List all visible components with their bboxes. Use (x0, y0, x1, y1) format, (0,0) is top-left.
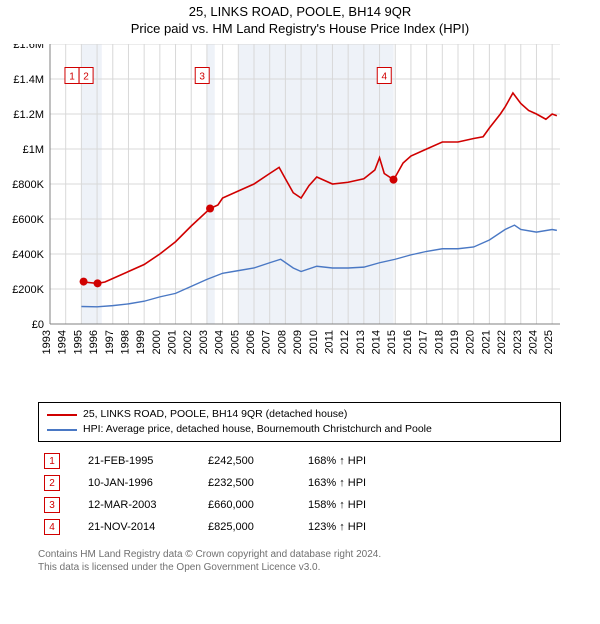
svg-text:1996: 1996 (88, 330, 100, 354)
chart-area: £0 £200K £400K £600K £800K £1M £1.2M £1.4M £1.6M… (0, 44, 600, 354)
legend-label: 25, LINKS ROAD, POOLE, BH14 9QR (detache… (83, 407, 347, 422)
svg-text:2010: 2010 (308, 330, 320, 354)
svg-text:£1.6M: £1.6M (13, 44, 44, 51)
legend-label: HPI: Average price, detached house, Bour… (83, 422, 432, 437)
chart-title: 25, LINKS ROAD, POOLE, BH14 9QR (0, 4, 600, 19)
svg-text:4: 4 (381, 72, 387, 83)
svg-text:£800K: £800K (12, 179, 44, 191)
legend-swatch (47, 414, 77, 416)
svg-text:1995: 1995 (72, 330, 84, 354)
sale-price: £232,500 (208, 477, 308, 489)
sale-hpi: 158% ↑ HPI (308, 499, 418, 511)
svg-text:£1.2M: £1.2M (13, 109, 44, 121)
sale-row: 3 12-MAR-2003£660,000158% ↑ HPI (44, 494, 418, 516)
sale-marker: 1 (44, 453, 60, 469)
svg-text:2014: 2014 (371, 330, 383, 354)
svg-text:2008: 2008 (276, 330, 288, 354)
svg-text:£0: £0 (32, 319, 44, 331)
svg-text:1999: 1999 (135, 330, 147, 354)
svg-text:2009: 2009 (292, 330, 304, 354)
sale-date: 21-FEB-1995 (88, 455, 208, 467)
attribution-footer: Contains HM Land Registry data © Crown c… (38, 548, 381, 574)
sale-hpi: 168% ↑ HPI (308, 455, 418, 467)
sales-table: 1 21-FEB-1995£242,500168% ↑ HPI 2 10-JAN-19… (44, 450, 418, 538)
svg-text:2002: 2002 (182, 330, 194, 354)
svg-text:2022: 2022 (496, 330, 508, 354)
legend-item: HPI: Average price, detached house, Bour… (47, 422, 552, 437)
svg-text:2007: 2007 (261, 330, 273, 354)
sale-date: 12-MAR-2003 (88, 499, 208, 511)
svg-text:£200K: £200K (12, 284, 44, 296)
svg-text:2017: 2017 (418, 330, 430, 354)
line-chart: £0 £200K £400K £600K £800K £1M £1.2M £1.4M £1.6M… (0, 44, 560, 354)
svg-text:2012: 2012 (339, 330, 351, 354)
sale-hpi: 123% ↑ HPI (308, 521, 418, 533)
svg-text:2018: 2018 (433, 330, 445, 354)
svg-text:2000: 2000 (151, 330, 163, 354)
svg-text:2003: 2003 (198, 330, 210, 354)
svg-text:£1.4M: £1.4M (13, 74, 44, 86)
svg-text:2004: 2004 (214, 330, 226, 354)
svg-text:1993: 1993 (41, 330, 53, 354)
sale-row: 4 21-NOV-2014£825,000123% ↑ HPI (44, 516, 418, 538)
footer-line-2: This data is licensed under the Open Gov… (38, 561, 381, 574)
svg-text:2024: 2024 (527, 330, 539, 354)
svg-text:2013: 2013 (355, 330, 367, 354)
svg-text:1994: 1994 (57, 330, 69, 354)
svg-text:£1M: £1M (23, 144, 44, 156)
svg-text:2015: 2015 (386, 330, 398, 354)
svg-text:2019: 2019 (449, 330, 461, 354)
svg-text:1997: 1997 (104, 330, 116, 354)
sale-date: 10-JAN-1996 (88, 477, 208, 489)
legend-item: 25, LINKS ROAD, POOLE, BH14 9QR (detache… (47, 407, 552, 422)
sale-marker: 2 (44, 475, 60, 491)
svg-text:2016: 2016 (402, 330, 414, 354)
sale-date: 21-NOV-2014 (88, 521, 208, 533)
sale-marker: 4 (44, 519, 60, 535)
sale-row: 1 21-FEB-1995£242,500168% ↑ HPI (44, 450, 418, 472)
svg-text:2006: 2006 (245, 330, 257, 354)
sale-price: £825,000 (208, 521, 308, 533)
legend: 25, LINKS ROAD, POOLE, BH14 9QR (detache… (38, 402, 561, 442)
chart-subtitle: Price paid vs. HM Land Registry's House … (0, 21, 600, 36)
svg-text:2021: 2021 (480, 330, 492, 354)
chart-container: 25, LINKS ROAD, POOLE, BH14 9QR Price pa… (0, 4, 600, 624)
svg-text:2: 2 (83, 72, 89, 83)
svg-text:2023: 2023 (512, 330, 524, 354)
svg-text:£400K: £400K (12, 249, 44, 261)
svg-text:£600K: £600K (12, 214, 44, 226)
svg-text:2005: 2005 (229, 330, 241, 354)
svg-text:2020: 2020 (465, 330, 477, 354)
sale-marker: 3 (44, 497, 60, 513)
legend-swatch (47, 429, 77, 431)
sale-row: 2 10-JAN-1996£232,500163% ↑ HPI (44, 472, 418, 494)
sale-price: £660,000 (208, 499, 308, 511)
sale-price: £242,500 (208, 455, 308, 467)
svg-text:3: 3 (199, 72, 205, 83)
svg-text:2001: 2001 (167, 330, 179, 354)
svg-text:1998: 1998 (119, 330, 131, 354)
sale-hpi: 163% ↑ HPI (308, 477, 418, 489)
svg-text:1: 1 (69, 72, 75, 83)
footer-line-1: Contains HM Land Registry data © Crown c… (38, 548, 381, 561)
svg-text:2025: 2025 (543, 330, 555, 354)
svg-text:2011: 2011 (323, 330, 335, 354)
